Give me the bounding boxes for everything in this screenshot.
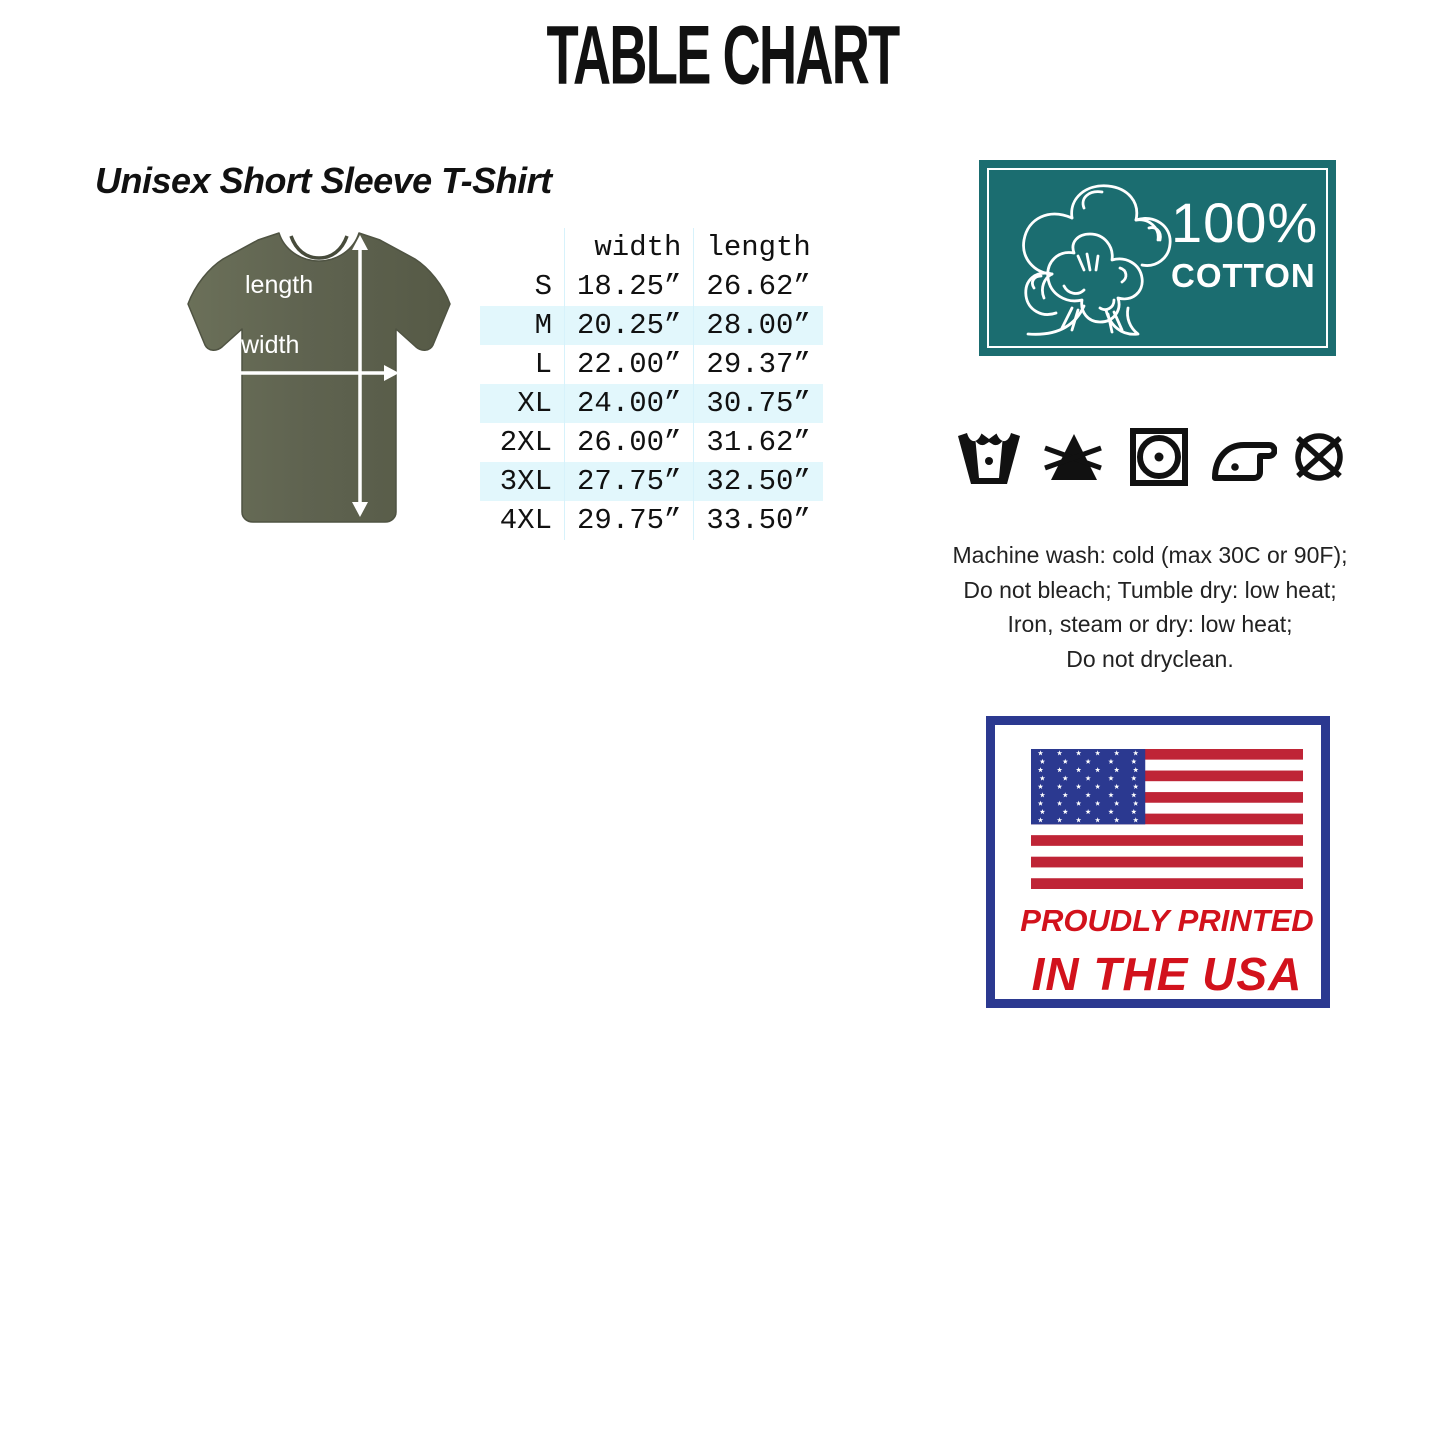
svg-text:length: length [245, 271, 313, 299]
svg-text:width: width [240, 331, 299, 359]
